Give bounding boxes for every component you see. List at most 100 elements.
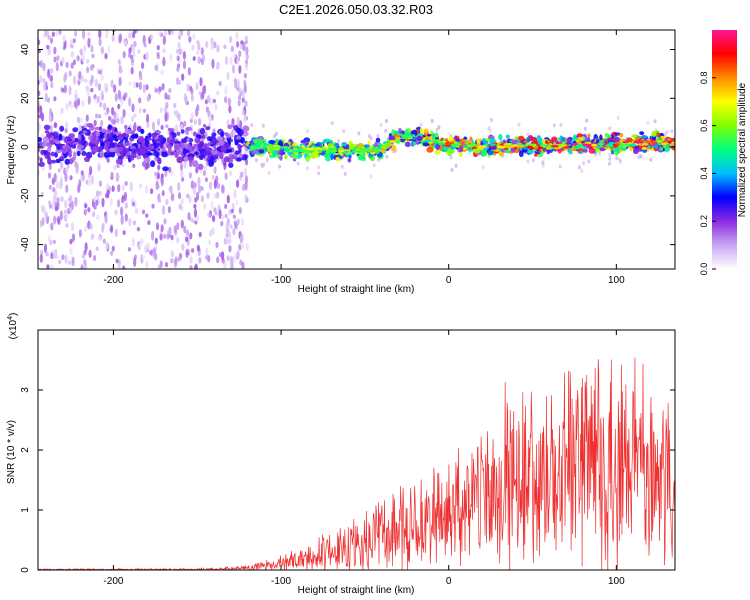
spectrogram-cell — [38, 61, 42, 66]
spectrogram-cell — [199, 127, 206, 135]
spectrogram-cell — [598, 151, 602, 156]
spectrogram-cell — [183, 225, 187, 234]
spectrogram-cell — [69, 104, 74, 109]
spectrogram-cell — [189, 161, 193, 168]
spectrogram-cell — [189, 217, 193, 222]
snr-plot-area — [38, 330, 675, 570]
spectrogram-cell — [613, 151, 618, 155]
spectrogram-cell — [197, 176, 201, 186]
spectrogram-cell — [81, 99, 85, 108]
spectrogram-cell — [203, 165, 207, 173]
spectrogram-cell — [39, 142, 43, 146]
spectrogram-cell — [514, 136, 519, 140]
spectrogram-cell — [93, 255, 97, 262]
spectrogram-cell — [123, 191, 127, 202]
spectrogram-cell — [148, 132, 152, 139]
spectrogram-cell — [176, 236, 180, 244]
spectrogram-cell — [41, 217, 45, 226]
snr-y-multiplier: (x104) — [7, 313, 19, 340]
spectrogram-cell — [163, 218, 167, 225]
spectrogram-cell — [214, 211, 218, 216]
spectrogram-cell — [435, 143, 441, 151]
spectrogram-cell — [74, 196, 78, 207]
spectrogram-cell — [131, 201, 136, 207]
spectrogram-cell — [100, 128, 107, 133]
spectrogram-cell — [261, 123, 265, 128]
spectrogram-cell — [235, 200, 239, 206]
spectrogram-cell — [141, 209, 146, 215]
spectrogram-cell — [239, 120, 243, 129]
spectrogram-cell — [168, 166, 172, 173]
spectrogram-cell — [214, 103, 218, 111]
spectrogram-cell — [138, 137, 145, 143]
spectrogram-y-tick-label: 0 — [20, 144, 31, 150]
spectrogram-cell — [129, 181, 133, 192]
spectrogram-cell — [667, 140, 672, 144]
spectrogram-cell — [56, 145, 61, 150]
spectrogram-cell — [423, 139, 432, 143]
spectrogram-y-tick-label: 20 — [20, 92, 31, 104]
spectrogram-x-tick-label: -200 — [103, 275, 123, 286]
spectrogram-cell — [157, 164, 161, 171]
spectrogram-cell — [423, 128, 429, 134]
spectrogram-cell — [572, 134, 577, 142]
spectrogram-cell — [145, 261, 149, 268]
spectrogram-cell — [221, 214, 225, 221]
spectrogram-cell — [55, 61, 59, 72]
spectrogram-cell — [241, 183, 246, 192]
spectrogram-cell — [188, 36, 192, 43]
spectrogram-cell — [158, 86, 162, 93]
spectrogram-cell — [518, 150, 524, 158]
spectrogram-cell — [177, 150, 181, 156]
spectrogram-cell — [138, 97, 142, 104]
spectrogram-y-tick-label: -20 — [20, 188, 31, 203]
spectrogram-cell — [213, 179, 217, 190]
spectrogram-cell — [571, 142, 578, 146]
spectrogram-cell — [174, 256, 178, 265]
spectrogram-cell — [162, 233, 167, 239]
spectrogram-cell — [97, 83, 101, 91]
spectrogram-cell — [132, 44, 136, 53]
spectrogram-cell — [72, 38, 76, 44]
spectrogram-cell — [104, 82, 108, 88]
spectrogram-cell — [607, 134, 612, 138]
spectrogram-cell — [114, 93, 118, 102]
spectrogram-cell — [578, 165, 581, 170]
spectrogram-cell — [149, 34, 153, 40]
spectrogram-cell — [138, 183, 142, 189]
spectrogram-cell — [136, 227, 140, 232]
spectrogram-cell — [192, 56, 196, 61]
spectrogram-cell — [183, 156, 189, 162]
spectrogram-cell — [151, 132, 156, 138]
spectrogram-cell — [176, 156, 184, 164]
spectrogram-cell — [487, 126, 491, 131]
spectrogram-cell — [113, 84, 117, 93]
spectrogram-cell — [588, 147, 596, 154]
spectrogram-cell — [70, 44, 74, 49]
spectrogram-cell — [135, 82, 139, 88]
spectrogram-cell — [83, 45, 87, 53]
spectrogram-cell — [452, 143, 462, 146]
spectrogram-cell — [100, 46, 104, 55]
spectrogram-cell — [211, 58, 215, 69]
spectrogram-cell — [165, 198, 169, 206]
spectrogram-cell — [124, 213, 128, 222]
spectrogram-cell — [164, 92, 168, 100]
spectrogram-cell — [290, 149, 296, 152]
spectrogram-cell — [199, 77, 203, 87]
spectrogram-cell — [187, 144, 192, 150]
spectrogram-cell — [228, 105, 232, 114]
spectrogram-cell — [419, 127, 423, 134]
colorbar-tick-label: 0.8 — [699, 72, 709, 85]
spectrogram-cell — [558, 164, 562, 169]
spectrogram-cell — [86, 58, 90, 64]
spectrogram-cell — [608, 157, 612, 161]
spectrogram-cell — [245, 243, 249, 252]
spectrogram-cell — [81, 54, 85, 63]
spectrogram-cell — [162, 35, 166, 46]
spectrogram-cell — [306, 147, 314, 151]
spectrogram-cell — [650, 140, 658, 144]
spectrogram-cell — [179, 163, 184, 171]
spectrogram-cell — [44, 211, 48, 220]
spectrogram-cell — [231, 64, 236, 74]
